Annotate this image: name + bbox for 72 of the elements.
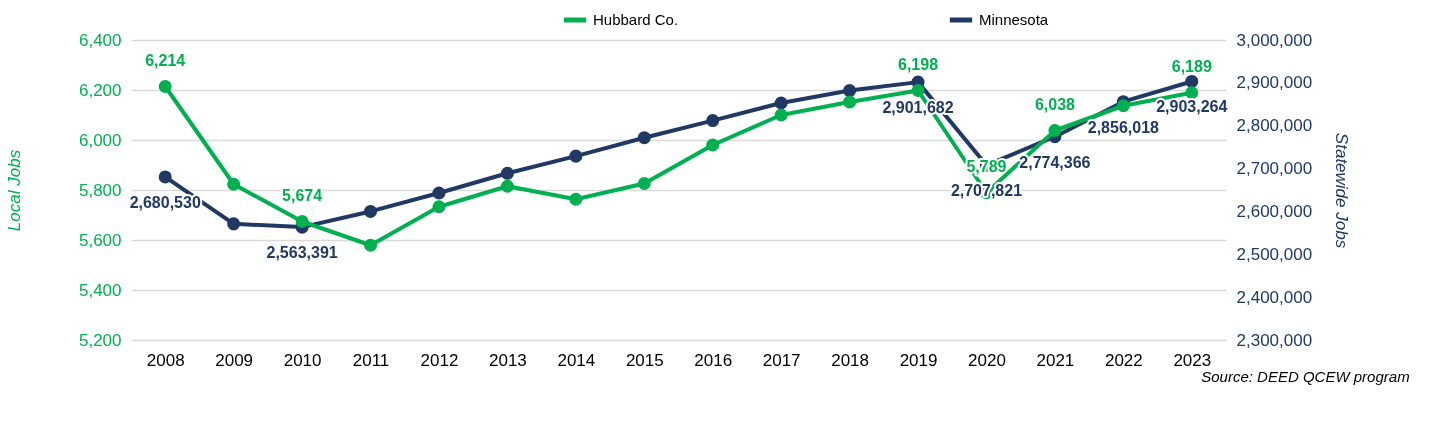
- x-tick-label: 2009: [215, 350, 254, 370]
- data-label: 6,189: [1171, 57, 1212, 75]
- point: [364, 204, 378, 218]
- y2-tick-label: 3,000,000: [1236, 30, 1313, 50]
- point: [432, 186, 446, 200]
- legend-label: Minnesota: [979, 11, 1049, 28]
- data-label: 2,680,530: [129, 193, 201, 211]
- data-label: 6,214: [145, 51, 186, 69]
- point: [843, 84, 857, 98]
- point: [158, 79, 172, 94]
- point: [1185, 86, 1199, 100]
- data-label: 2,774,366: [1019, 153, 1091, 171]
- x-tick-label: 2020: [968, 350, 1006, 370]
- x-tick-label: 2023: [1173, 350, 1212, 370]
- point: [569, 149, 583, 163]
- y-tick-label: 5,800: [78, 180, 122, 200]
- point: [706, 138, 720, 152]
- y2-tick-label: 2,500,000: [1236, 244, 1313, 264]
- y2-tick-label: 2,400,000: [1236, 287, 1313, 307]
- y-tick-label: 5,600: [78, 230, 122, 250]
- point: [774, 96, 788, 110]
- x-tick-label: 2008: [146, 350, 185, 370]
- point: [569, 192, 583, 206]
- x-tick-label: 2013: [488, 350, 527, 370]
- point: [500, 179, 514, 193]
- x-tick-label: 2021: [1036, 350, 1075, 370]
- x-tick-label: 2019: [899, 350, 938, 370]
- y2-axis-title: Statewide Jobs: [1332, 132, 1352, 249]
- point: [911, 83, 925, 98]
- x-tick-label: 2015: [625, 350, 664, 370]
- y-axis-title: Local Jobs: [4, 149, 24, 232]
- x-tick-label: 2016: [694, 350, 733, 370]
- data-label: 6,038: [1034, 95, 1076, 113]
- point: [774, 108, 788, 122]
- source-note: Source: DEED QCEW program: [1201, 368, 1410, 385]
- data-label: 2,903,264: [1156, 98, 1228, 116]
- y-tick-label: 6,000: [78, 130, 122, 150]
- x-tick-label: 2010: [283, 350, 322, 370]
- point: [295, 214, 309, 229]
- data-label: 6,198: [898, 55, 939, 73]
- y-tick-label: 5,200: [78, 330, 122, 350]
- point: [158, 170, 172, 184]
- y2-tick-label: 2,800,000: [1236, 116, 1313, 136]
- y-tick-label: 6,200: [78, 80, 122, 100]
- data-label: 2,563,391: [266, 244, 338, 262]
- point: [364, 238, 378, 252]
- x-tick-label: 2022: [1104, 350, 1143, 370]
- point: [706, 114, 720, 128]
- point: [843, 95, 857, 109]
- x-tick-label: 2017: [762, 350, 801, 370]
- point: [227, 177, 241, 191]
- point: [1185, 74, 1199, 88]
- y2-tick-label: 2,900,000: [1236, 73, 1313, 93]
- x-tick-label: 2018: [831, 350, 870, 370]
- point: [1048, 123, 1062, 138]
- y-tick-label: 6,400: [78, 30, 122, 50]
- point: [637, 176, 651, 191]
- point: [500, 166, 514, 180]
- point: [432, 200, 446, 214]
- point: [637, 131, 651, 145]
- y-tick-label: 5,400: [78, 280, 122, 300]
- y2-tick-label: 2,300,000: [1236, 330, 1313, 350]
- x-tick-label: 2014: [557, 350, 596, 370]
- x-tick-label: 2011: [352, 350, 390, 370]
- data-label: 5,674: [282, 186, 323, 204]
- point: [227, 217, 241, 231]
- y2-tick-label: 2,700,000: [1236, 159, 1313, 179]
- legend-label: Hubbard Co.: [593, 11, 679, 28]
- x-tick-label: 2012: [420, 350, 459, 370]
- y2-tick-label: 2,600,000: [1236, 201, 1313, 221]
- data-label: 2,856,018: [1087, 118, 1160, 136]
- point: [1116, 99, 1130, 113]
